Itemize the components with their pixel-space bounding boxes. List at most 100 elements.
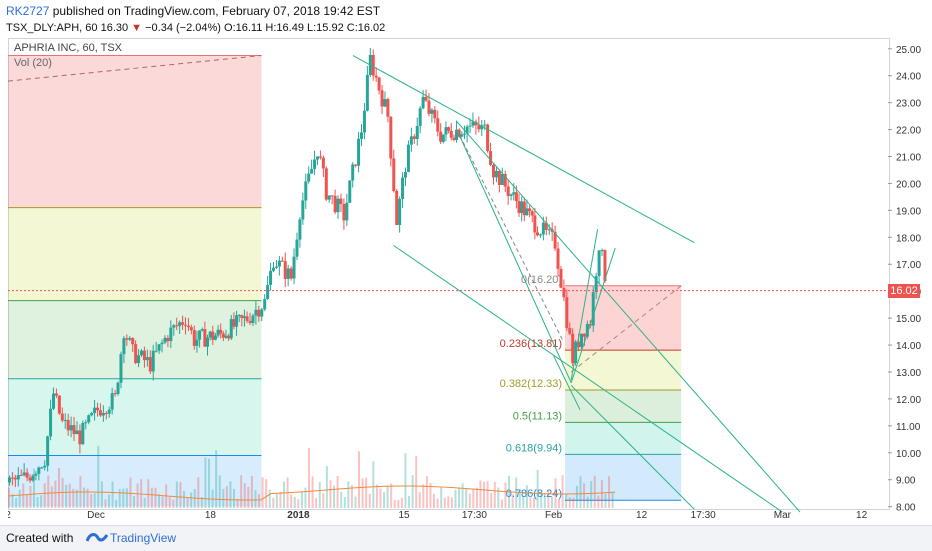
volume-bar	[318, 481, 321, 508]
candle-body	[371, 54, 375, 76]
fib-zone	[565, 390, 682, 423]
chart-frame[interactable]	[8, 38, 890, 510]
volume-bar	[579, 476, 582, 508]
candle-body	[175, 325, 179, 327]
author-link[interactable]: RK2727	[6, 4, 50, 18]
volume-bar	[15, 498, 18, 508]
candle-body	[318, 156, 322, 158]
candle-body	[200, 329, 204, 331]
candle-body	[497, 170, 501, 185]
candle-body	[63, 419, 67, 421]
volume-bar	[454, 489, 457, 508]
volume-bar	[572, 497, 575, 508]
candle-body	[227, 335, 231, 339]
candle-body	[60, 413, 64, 421]
candle-body	[336, 198, 340, 213]
candle-body	[528, 208, 532, 212]
volume-bar	[50, 486, 53, 508]
fib-zone	[8, 300, 262, 379]
y-axis-tick-label: 21.00	[896, 153, 921, 164]
candle-body	[248, 320, 252, 323]
price-change: −0.34 (−2.04%)	[145, 22, 221, 34]
volume-bar	[565, 494, 568, 508]
candle-body	[43, 465, 47, 468]
candle-body	[525, 208, 529, 216]
candle-body	[348, 180, 352, 203]
volume-bar	[358, 451, 361, 508]
y-axis-tick-label: 12.00	[896, 395, 921, 406]
x-axis-tick-label: Dec	[87, 510, 105, 521]
candle-body	[178, 322, 182, 327]
volume-bar	[404, 453, 407, 508]
y-axis-tick-label: 23.00	[896, 99, 921, 110]
volume-bar	[550, 496, 553, 508]
candle-body	[430, 109, 434, 114]
volume-bar	[475, 487, 478, 508]
candle-body	[494, 170, 498, 178]
x-axis-tick-label: 2	[8, 510, 11, 521]
candle-body	[489, 151, 493, 165]
price-chart[interactable]: 0(16.20) 0.236(13.81) 0.382(12.33) 0.5(11.1…	[8, 38, 932, 525]
candle-body	[415, 125, 419, 139]
trendline	[456, 129, 572, 383]
volume-bar	[543, 493, 546, 508]
candle-body	[321, 157, 325, 169]
candle-body	[235, 315, 239, 327]
volume-bar	[175, 481, 178, 508]
candle-body	[113, 393, 117, 395]
candle-body	[530, 211, 534, 216]
volume-bar	[590, 481, 593, 508]
candle-body	[203, 329, 207, 347]
candle-body	[565, 297, 569, 329]
candle-body	[514, 192, 518, 202]
volume-bar	[168, 497, 171, 508]
volume-bar	[397, 499, 400, 508]
volume-bar	[200, 496, 203, 508]
candle-body	[571, 333, 575, 364]
fib-zone	[565, 350, 682, 391]
candle-body	[245, 316, 249, 321]
y-axis-tick-label: 22.00	[896, 126, 921, 137]
candle-body	[163, 337, 167, 343]
y-axis-tick-label: 15.00	[896, 314, 921, 325]
tradingview-brand-link[interactable]: TradingView	[110, 531, 177, 545]
candle-body	[474, 121, 478, 126]
volume-bar	[425, 476, 428, 508]
volume-bar	[150, 487, 153, 508]
candle-body	[142, 350, 146, 361]
candle-body	[386, 99, 390, 117]
candle-body	[436, 118, 440, 132]
candle-body	[327, 195, 331, 200]
candle-body	[119, 354, 123, 383]
fib-level-label: 0.382(12.33)	[500, 378, 562, 390]
fib-level-label: 0.786(8.24)	[506, 488, 562, 500]
volume-bar	[258, 494, 261, 508]
trendline	[393, 244, 783, 513]
candle-body	[424, 96, 428, 101]
x-axis-tick-label: 12	[856, 510, 868, 521]
volume-bar	[272, 497, 275, 508]
volume-bar	[43, 483, 46, 508]
volume-bar	[311, 476, 314, 508]
candle-body	[324, 168, 328, 200]
candle-body	[145, 357, 149, 361]
candle-body	[213, 335, 217, 340]
candle-body	[8, 477, 11, 483]
volume-bar	[29, 485, 32, 508]
volume-bar	[65, 484, 68, 508]
volume-bar	[393, 499, 396, 508]
candle-body	[298, 219, 302, 240]
candle-body	[533, 215, 537, 233]
candle-body	[447, 127, 451, 131]
volume-bar	[233, 488, 236, 508]
volume-bar	[8, 487, 10, 508]
footer-bar: Created with TradingView	[0, 525, 932, 551]
candle-body	[208, 331, 212, 338]
candle-body	[392, 158, 396, 191]
volume-bar	[122, 488, 125, 508]
candle-body	[591, 292, 595, 326]
candle-body	[84, 422, 88, 424]
y-axis-tick-label: 9.00	[896, 476, 916, 487]
candle-body	[401, 177, 405, 199]
candle-body	[304, 181, 308, 201]
